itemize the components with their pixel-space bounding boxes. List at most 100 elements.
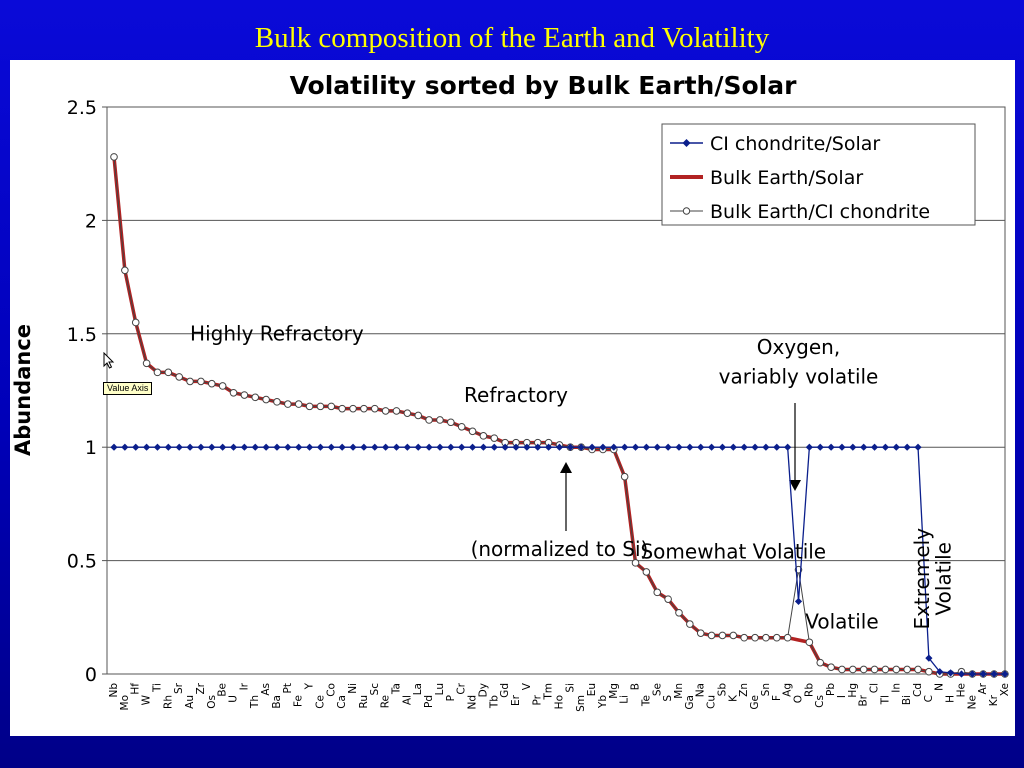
data-point-bulk-earth-ci xyxy=(849,665,857,674)
data-point-bulk-earth-ci xyxy=(729,631,738,640)
data-point-bulk-earth-ci xyxy=(110,153,118,161)
chart: Volatility sorted by Bulk Earth/Solar Ab… xyxy=(11,71,1011,712)
x-tick-label: Re xyxy=(380,695,392,708)
x-tick-label: F xyxy=(771,695,783,701)
y-tick-label: 0.5 xyxy=(67,551,97,573)
x-tick-label: Cu xyxy=(706,695,718,709)
x-tick-label: Si xyxy=(564,683,576,693)
data-point-ci-chondrite-solar xyxy=(142,443,151,451)
x-tick-label: Ne xyxy=(966,695,978,709)
data-point-bulk-earth-ci xyxy=(925,667,933,676)
x-tick-label: P xyxy=(445,695,457,701)
data-point-ci-chondrite-solar xyxy=(175,443,183,451)
data-point-ci-chondrite-solar xyxy=(849,443,857,451)
annotation-volatile: Volatile xyxy=(805,610,878,634)
data-point-ci-chondrite-solar xyxy=(588,443,596,451)
data-point-ci-chondrite-solar xyxy=(740,443,748,451)
data-point-ci-chondrite-solar xyxy=(164,443,172,451)
data-point-ci-chondrite-solar xyxy=(773,443,781,451)
data-point-ci-chondrite-solar xyxy=(642,443,650,451)
data-point-bulk-earth-ci xyxy=(305,402,314,411)
x-tick-label: Hg xyxy=(847,683,859,698)
data-point-ci-chondrite-solar xyxy=(327,443,335,451)
data-point-ci-chondrite-solar xyxy=(458,443,466,451)
data-point-bulk-earth-ci xyxy=(903,665,911,674)
data-point-bulk-earth-ci xyxy=(207,379,216,388)
data-point-ci-chondrite-solar xyxy=(229,443,238,451)
data-point-bulk-earth-ci xyxy=(316,402,325,411)
data-point-ci-chondrite-solar xyxy=(153,443,162,451)
data-point-bulk-earth-ci xyxy=(740,633,748,642)
data-point-bulk-earth-ci xyxy=(762,633,770,642)
x-tick-label: U xyxy=(228,695,240,703)
x-tick-label: Eu xyxy=(586,683,598,696)
data-point-ci-chondrite-solar xyxy=(132,443,140,451)
data-point-ci-chondrite-solar xyxy=(110,443,118,451)
data-point-bulk-earth-ci xyxy=(349,404,357,413)
data-point-ci-chondrite-solar xyxy=(545,443,553,451)
data-point-bulk-earth-ci xyxy=(142,359,151,368)
x-tick-label: Nd xyxy=(467,695,479,710)
data-point-bulk-earth-ci xyxy=(240,391,249,399)
x-tick-label: Bi xyxy=(901,695,913,705)
data-point-bulk-earth-ci xyxy=(360,404,368,413)
data-point-bulk-earth-ci xyxy=(251,393,260,402)
legend[interactable]: CI chondrite/Solar Bulk Earth/Solar Bulk… xyxy=(661,123,976,226)
x-tick-label: He xyxy=(955,683,967,697)
data-point-ci-chondrite-solar xyxy=(273,443,281,451)
data-point-ci-chondrite-solar xyxy=(936,668,944,676)
x-tick-label: Nb xyxy=(108,683,120,698)
data-point-ci-chondrite-solar xyxy=(979,670,987,678)
series-layer xyxy=(110,153,1009,678)
data-point-ci-chondrite-solar xyxy=(805,443,813,451)
data-point-bulk-earth-ci xyxy=(838,665,846,674)
data-point-ci-chondrite-solar xyxy=(425,443,433,451)
legend-box xyxy=(661,123,976,226)
data-point-bulk-earth-ci xyxy=(186,377,194,386)
data-point-ci-chondrite-solar xyxy=(284,443,292,451)
data-point-bulk-earth-ci xyxy=(816,658,825,667)
chart-title: Volatility sorted by Bulk Earth/Solar xyxy=(290,71,798,100)
x-tick-label: Ca xyxy=(336,695,348,709)
x-tick-label: Pt xyxy=(282,683,294,693)
y-axis[interactable]: 0 0.5 1 1.5 2 2.5 xyxy=(67,97,107,686)
data-point-bulk-earth-ci xyxy=(751,633,759,642)
data-point-bulk-earth-ci xyxy=(153,368,162,377)
x-tick-label: H xyxy=(945,695,957,703)
annotation-arrows xyxy=(560,403,801,531)
data-point-ci-chondrite-solar xyxy=(197,443,205,451)
data-point-bulk-earth-ci xyxy=(414,411,423,420)
data-point-bulk-earth-ci xyxy=(121,266,129,275)
data-point-ci-chondrite-solar xyxy=(751,443,759,451)
data-point-bulk-earth-ci xyxy=(479,432,488,440)
data-point-ci-chondrite-solar xyxy=(208,443,216,451)
data-point-bulk-earth-ci xyxy=(131,318,140,327)
x-tick-label: Pb xyxy=(825,683,837,696)
data-point-bulk-earth-ci xyxy=(392,407,401,415)
x-axis[interactable]: NbMoHfWTiRhSrAuZrOsBeUIrThAsBaPtFeYCeCoC… xyxy=(108,682,1011,712)
data-point-ci-chondrite-solar xyxy=(838,443,846,451)
chart-panel[interactable]: Volatility sorted by Bulk Earth/Solar Ab… xyxy=(10,60,1015,736)
data-point-ci-chondrite-solar xyxy=(718,443,727,451)
data-point-bulk-earth-ci xyxy=(164,368,173,377)
x-tick-label: Li xyxy=(619,695,631,704)
x-tick-label: C xyxy=(923,695,935,702)
x-tick-label: Ti xyxy=(151,683,163,693)
x-tick-label: K xyxy=(727,694,739,702)
data-point-ci-chondrite-solar xyxy=(707,443,716,451)
data-point-bulk-earth-ci xyxy=(327,402,336,411)
data-point-ci-chondrite-solar xyxy=(566,443,574,451)
data-point-bulk-earth-ci xyxy=(783,633,792,642)
data-point-ci-chondrite-solar xyxy=(501,443,509,451)
oxygen-arrow-head xyxy=(789,480,801,491)
data-point-ci-chondrite-solar xyxy=(990,670,998,678)
data-point-ci-chondrite-solar xyxy=(664,443,672,451)
data-point-bulk-earth-ci xyxy=(707,631,716,640)
x-tick-label: I xyxy=(836,695,848,698)
data-point-ci-chondrite-solar xyxy=(697,443,705,451)
annotation-normalized: (normalized to Si) xyxy=(471,537,649,561)
data-point-ci-chondrite-solar xyxy=(903,443,911,451)
data-point-bulk-earth-ci xyxy=(892,665,901,674)
data-point-ci-chondrite-solar xyxy=(512,443,520,451)
